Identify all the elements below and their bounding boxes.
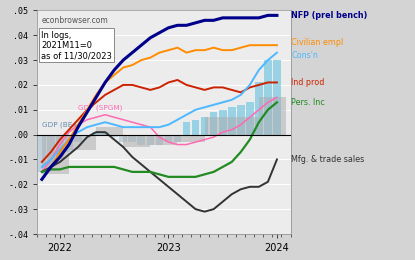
Bar <box>120 135 127 142</box>
Bar <box>96 127 123 135</box>
Text: Ind prod: Ind prod <box>291 78 325 87</box>
Bar <box>110 135 118 137</box>
Bar <box>273 60 281 135</box>
Text: GDP (SPGM): GDP (SPGM) <box>78 104 122 110</box>
Bar <box>264 60 272 135</box>
Bar <box>259 97 286 135</box>
Bar <box>228 107 236 135</box>
Text: econbrowser.com: econbrowser.com <box>41 16 108 25</box>
Bar <box>201 117 208 135</box>
Bar <box>255 82 263 135</box>
Bar <box>74 135 82 142</box>
Bar <box>42 135 69 174</box>
Bar <box>219 110 227 135</box>
Bar <box>56 135 64 159</box>
Bar <box>237 105 244 135</box>
Bar <box>205 117 232 135</box>
Bar <box>123 135 150 147</box>
Bar <box>38 135 46 172</box>
Bar <box>47 135 55 167</box>
Bar <box>178 135 205 142</box>
Bar <box>146 135 154 145</box>
Bar <box>246 102 254 135</box>
Bar <box>173 135 181 142</box>
Bar <box>156 135 163 145</box>
Bar <box>150 135 178 145</box>
Bar <box>165 135 172 142</box>
Bar <box>210 112 217 135</box>
Bar <box>192 120 200 135</box>
Text: Cons'n: Cons'n <box>291 51 318 60</box>
Text: GDP (BEA): GDP (BEA) <box>42 121 80 128</box>
Bar <box>92 132 100 135</box>
Bar <box>137 135 145 145</box>
Bar <box>128 135 136 142</box>
Bar <box>65 135 73 152</box>
Text: Pers. Inc: Pers. Inc <box>291 98 325 107</box>
Text: In logs,
2021M11=0
as of 11/30/2023: In logs, 2021M11=0 as of 11/30/2023 <box>41 30 112 60</box>
Text: Civilian empl: Civilian empl <box>291 38 344 47</box>
Text: Mfg. & trade sales: Mfg. & trade sales <box>291 155 365 164</box>
Bar <box>69 135 96 150</box>
Text: NFP (prel bench): NFP (prel bench) <box>291 11 368 20</box>
Bar <box>101 132 109 135</box>
Bar <box>232 117 259 135</box>
Bar <box>183 122 190 135</box>
